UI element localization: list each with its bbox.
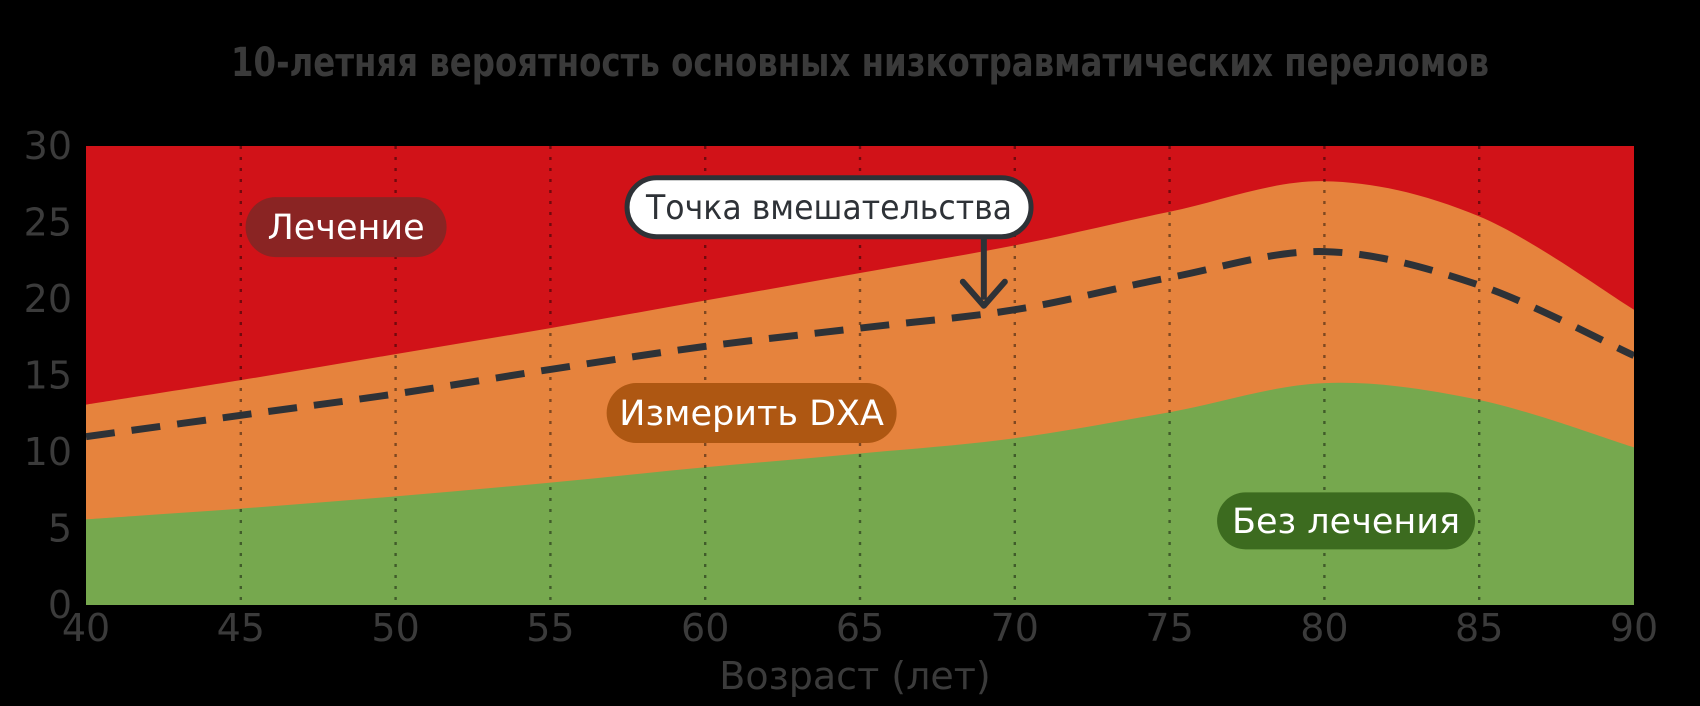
y-tick-label: 15 — [24, 354, 72, 398]
y-tick-label: 0 — [48, 583, 72, 627]
callout-label: Точка вмешательства — [645, 188, 1012, 228]
x-tick-label: 85 — [1455, 606, 1503, 650]
x-tick-label: 75 — [1145, 606, 1193, 650]
x-tick-label: 40 — [62, 606, 110, 650]
y-tick-label: 5 — [48, 507, 72, 551]
dxa-badge-background — [606, 382, 897, 443]
x-tick-label: 55 — [526, 606, 574, 650]
y-tick-label: 30 — [24, 124, 72, 168]
chart-title: 10-летняя вероятность основных низкотрав… — [231, 40, 1489, 86]
intervention-point-callout: Точка вмешательства — [624, 175, 1034, 309]
treatment-badge-label: Лечение — [267, 208, 424, 248]
no-treatment-badge: Без лечения — [1217, 492, 1476, 550]
x-tick-label: 45 — [217, 606, 265, 650]
intervention-threshold-line — [86, 248, 1634, 441]
dxa-badge-label: Измерить DXA — [619, 394, 884, 434]
y-tick-label: 25 — [24, 201, 72, 245]
dxa-badge: Измерить DXA — [606, 382, 897, 443]
no-treatment-badge-background — [1217, 492, 1476, 550]
x-tick-label: 65 — [836, 606, 884, 650]
x-tick-label: 80 — [1300, 606, 1348, 650]
treatment-badge: Лечение — [245, 197, 447, 258]
no-treatment-badge-label: Без лечения — [1232, 502, 1460, 542]
y-tick-label: 20 — [24, 277, 72, 321]
callout-arrowhead-icon — [959, 278, 1008, 309]
x-axis-title: Возраст (лет) — [719, 654, 991, 698]
callout-background — [624, 175, 1034, 240]
x-tick-label: 90 — [1610, 606, 1658, 650]
y-axis-tick-labels: 0 5 10 15 20 25 30 — [24, 124, 72, 627]
x-axis-tick-labels: 40 45 50 55 60 65 70 75 80 85 90 — [62, 606, 1658, 650]
treatment-badge-background — [245, 197, 447, 258]
y-tick-label: 10 — [24, 430, 72, 474]
x-tick-label: 60 — [681, 606, 729, 650]
x-tick-label: 50 — [371, 606, 419, 650]
no-treatment-zone-area — [86, 382, 1634, 605]
x-tick-label: 70 — [991, 606, 1039, 650]
